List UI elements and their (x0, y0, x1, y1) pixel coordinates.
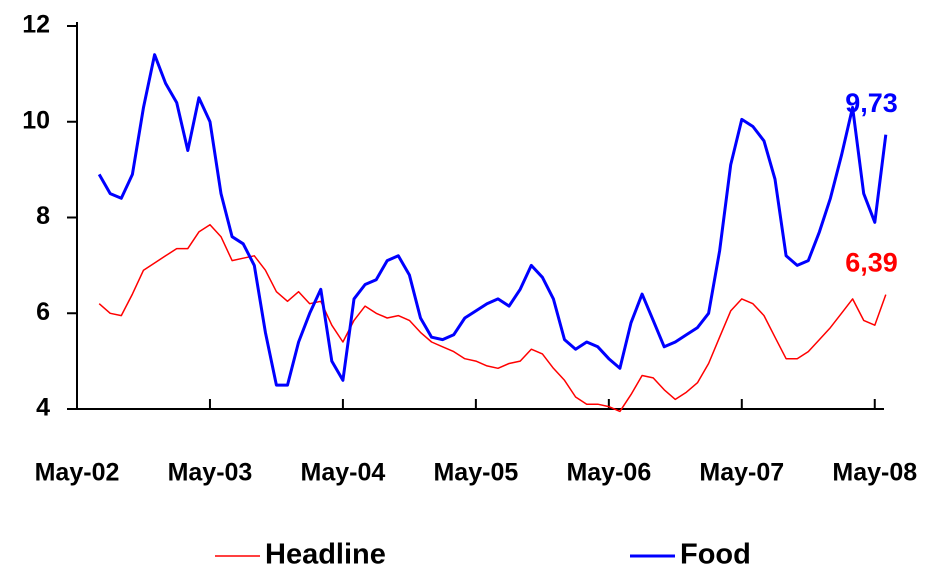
y-tick-label: 12 (22, 11, 50, 39)
x-tick-label: May-06 (566, 459, 651, 487)
x-tick-label: May-08 (832, 459, 917, 487)
value-label: 6,39 (845, 248, 898, 278)
legend-label: Headline (265, 539, 386, 571)
line-1 (97, 53, 888, 387)
y-tick-label: 6 (36, 298, 50, 326)
value-label: 9,73 (845, 88, 898, 118)
y-tick-label: 4 (36, 394, 50, 422)
line-0 (98, 223, 887, 413)
x-tick-label: May-03 (168, 459, 253, 487)
y-tick-label: 10 (22, 106, 50, 134)
x-tick-label: May-07 (699, 459, 784, 487)
x-tick-label: May-05 (433, 459, 518, 487)
x-tick-label: May-04 (301, 459, 386, 487)
y-tick-label: 8 (36, 202, 50, 230)
legend-label: Food (680, 539, 751, 571)
x-tick-label: May-02 (35, 459, 120, 487)
